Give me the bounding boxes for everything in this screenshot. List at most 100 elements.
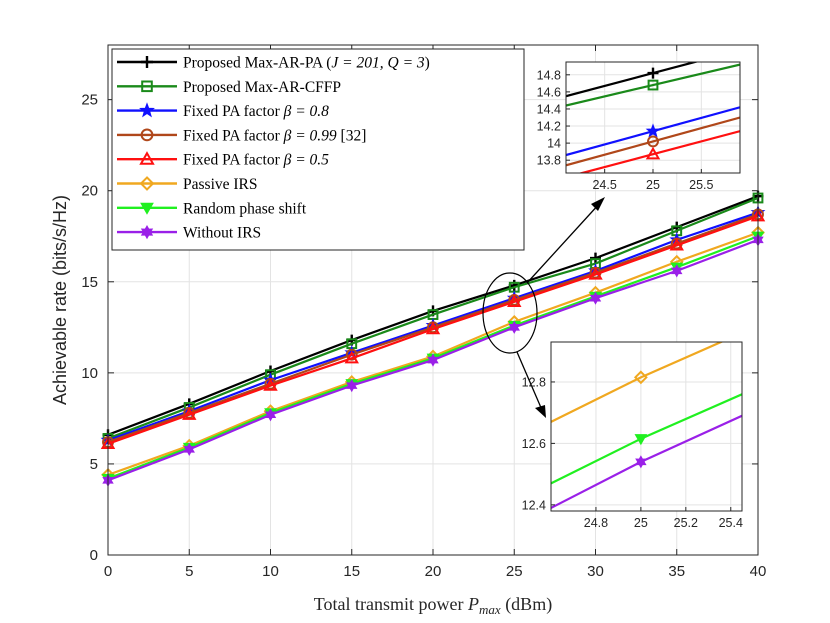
- y-tick-label: 15: [81, 274, 98, 291]
- x-axis-label-unit: (dBm): [501, 594, 553, 615]
- series-line-fixed-pa-factor-0-99-32: [107, 213, 759, 444]
- legend-marker-passive-irs: [139, 176, 155, 191]
- x-tick-label: 10: [262, 563, 279, 580]
- inset-lower-grid: [551, 342, 742, 511]
- legend-label-math: β = 0.8: [283, 103, 330, 120]
- data-point-fixed-pa-factor-0-5: [425, 321, 441, 335]
- data-point-proposed-max-ar-pa-j-201-q-3: [590, 252, 601, 264]
- inset-upper-series-line-fixed-pa-factor-0-5: [577, 130, 740, 173]
- inset-upper-ticks: 24.5 25 25.5 13.8 14 14.2 14.4 14.6 14.8: [537, 68, 714, 192]
- inset-upper-series-line-fixed-pa-factor-0-99: [566, 116, 740, 167]
- x-tick-label: 20: [425, 563, 442, 580]
- main-series: [100, 190, 766, 487]
- legend-label-text: Passive IRS: [183, 176, 258, 193]
- inset-upper-data-point-proposed-max-ar-cffp: [647, 79, 659, 91]
- legend-label-text: Proposed Max-AR-PA (: [183, 55, 331, 72]
- legend-label-text: Fixed PA factor: [183, 103, 284, 120]
- y-tick-label: 25: [81, 92, 98, 109]
- inset-lower-x-tick-label: 25.4: [719, 516, 743, 530]
- inset-lower-y-tick-label: 12.6: [522, 437, 546, 451]
- data-point-without-irs: [264, 408, 277, 422]
- inset-upper-data-point-fixed-pa-factor-0-99: [647, 135, 659, 148]
- data-point-without-irs: [346, 379, 358, 393]
- legend-marker-fixed-pa-factor-0-5: [139, 151, 155, 165]
- inset-lower-x-tick-label: 25.2: [674, 516, 698, 530]
- inset-upper-y-tick-label: 14: [547, 137, 561, 151]
- legend-label-without-irs: Without IRS: [183, 225, 261, 242]
- data-point-without-irs: [508, 320, 520, 334]
- legend-marker-proposed-max-ar-cffp: [141, 80, 153, 93]
- data-point-fixed-pa-factor-0-5: [182, 407, 197, 420]
- legend-label-passive-irs: Passive IRS: [183, 176, 258, 193]
- series-line-proposed-max-ar-cffp: [107, 196, 759, 440]
- inset-lower-series-group: [551, 342, 742, 509]
- inset-upper-data-point-proposed-max-ar-pa: [647, 67, 659, 79]
- legend-marker-without-irs: [140, 224, 154, 240]
- x-tick-label: 35: [668, 563, 685, 580]
- data-point-without-irs: [671, 264, 683, 278]
- legend-label-text: Proposed Max-AR-CFFP: [183, 79, 341, 96]
- inset-lower-data-point-random-phase-shift: [634, 434, 648, 446]
- legend-label-text: Fixed PA factor: [183, 127, 284, 144]
- inset-upper-series: [566, 62, 740, 173]
- x-axis-label-var: P: [467, 594, 479, 614]
- legend-box: [111, 48, 525, 251]
- inset-lower-x-tick-label: 24.8: [584, 516, 608, 530]
- legend-label-math: J = 201, Q = 3: [331, 55, 424, 72]
- y-tick-label: 0: [90, 547, 98, 564]
- legend-label-text: Fixed PA factor: [183, 152, 284, 169]
- inset-upper-y-tick-label: 13.8: [537, 154, 561, 168]
- inset-upper-y-tick-label: 14.2: [537, 120, 561, 134]
- legend-label-fixed-pa-factor-0-99-32: Fixed PA factor β = 0.99 [32]: [183, 127, 366, 144]
- inset-lower-ticks: 24.8 25 25.2 25.4 12.4 12.6 12.8: [522, 375, 743, 530]
- data-point-without-irs: [183, 442, 195, 456]
- data-point-fixed-pa-factor-0-5: [344, 350, 359, 364]
- inset-lower-x-tick-label: 25: [634, 516, 648, 530]
- inset-upper-x-tick-label: 25: [646, 178, 660, 192]
- legend-marker-fixed-pa-factor-0-99-32: [140, 128, 154, 142]
- y-tick-label: 20: [81, 183, 98, 200]
- x-tick-label: 25: [506, 563, 523, 580]
- inset-upper-y-tick-label: 14.8: [537, 68, 561, 82]
- zoom-arrow-upper-head: [591, 197, 605, 211]
- inset-lower-background: [551, 342, 742, 511]
- inset-upper-data-point-fixed-pa-factor-0-5: [645, 146, 661, 160]
- zoom-arrow-upper-line: [526, 202, 601, 284]
- inset-upper-data-point-fixed-pa-factor-0-8: [645, 123, 661, 138]
- x-tick-label: 30: [587, 563, 604, 580]
- legend-label-suffix: [32]: [337, 127, 367, 144]
- inset-upper-x-tick-label: 24.5: [592, 178, 616, 192]
- inset-upper-x-tick-label: 25.5: [689, 178, 713, 192]
- legend-label-fixed-pa-factor-0-8: Fixed PA factor β = 0.8: [183, 103, 329, 120]
- y-tick-label: 10: [81, 365, 98, 382]
- legend-label-suffix: ): [425, 55, 430, 72]
- data-point-fixed-pa-factor-0-99-32: [345, 348, 358, 361]
- zoom-arrow-lower-line: [516, 351, 543, 411]
- legend-label-math: β = 0.99: [283, 127, 337, 144]
- data-point-without-irs: [589, 291, 602, 305]
- inset-lower-y-tick-label: 12.8: [522, 375, 546, 389]
- legend-label-text: Without IRS: [183, 225, 261, 242]
- inset-lower-series: [551, 342, 742, 509]
- x-tick-label: 0: [104, 563, 112, 580]
- legend-label-proposed-max-ar-pa-j-201-q-3: Proposed Max-AR-PA (J = 201, Q = 3): [183, 55, 430, 72]
- inset-lower-frame: [550, 341, 743, 512]
- data-point-without-irs: [427, 353, 439, 367]
- legend-marker-fixed-pa-factor-0-8: [139, 102, 155, 118]
- legend-marker-random-phase-shift: [140, 202, 154, 215]
- series-line-fixed-pa-factor-0-5: [107, 215, 759, 445]
- x-tick-label: 40: [750, 563, 767, 580]
- inset-upper-y-tick-label: 14.6: [537, 85, 561, 99]
- x-axis-label: Total transmit power Pmax (dBm): [314, 594, 552, 617]
- inset-lower-data-point-without-irs: [635, 455, 647, 469]
- x-axis-label-sub: max: [479, 602, 501, 617]
- main-ticks: 0 5 10 15 20 25 30 35 40 0 5 10 15 20 25: [81, 45, 766, 580]
- zoom-ellipse: [482, 272, 538, 354]
- legend-label-text: Random phase shift: [183, 200, 307, 217]
- x-tick-label: 5: [185, 563, 193, 580]
- legend-label-math: β = 0.5: [283, 152, 330, 169]
- data-point-fixed-pa-factor-0-5: [263, 378, 278, 391]
- x-axis-label-text: Total transmit power: [314, 594, 468, 614]
- inset-lower-series-line-passive-irs: [551, 342, 724, 423]
